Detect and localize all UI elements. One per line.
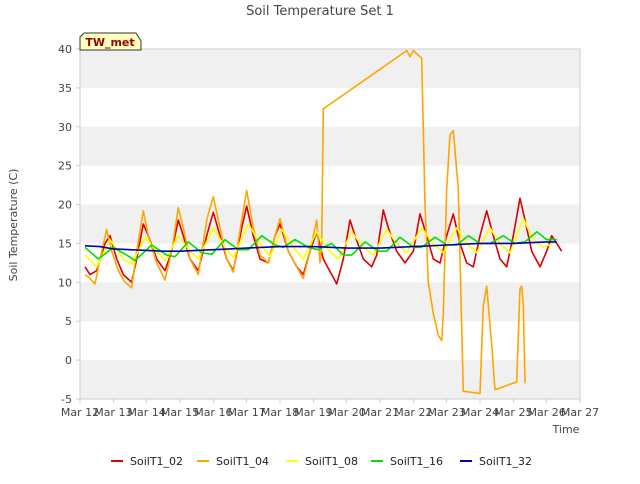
x-tick-label: Mar 24 xyxy=(461,406,499,419)
x-tick-label: Mar 26 xyxy=(528,406,566,419)
x-tick-label: Mar 27 xyxy=(561,406,599,419)
y-tick-label: 25 xyxy=(58,160,72,173)
y-tick-label: 35 xyxy=(58,82,72,95)
legend-label-soilt1-08: SoilT1_08 xyxy=(305,455,358,468)
axes xyxy=(79,48,581,400)
x-tick-label: Mar 22 xyxy=(394,406,432,419)
y-axis-label: Soil Temperature (C) xyxy=(7,169,20,282)
legend-label-soilt1-02: SoilT1_02 xyxy=(130,455,183,468)
x-tick-label: Mar 18 xyxy=(261,406,299,419)
background-band xyxy=(80,282,580,322)
y-axis-ticks: -5 0 5 10 15 20 25 30 35 40 xyxy=(58,43,80,406)
x-axis-label: Time xyxy=(552,423,580,436)
badge-box xyxy=(79,32,142,51)
site-badge: TW_met xyxy=(79,32,142,51)
badge-label: TW_met xyxy=(85,36,134,49)
series-line-soilt1-04 xyxy=(84,49,526,395)
y-tick-label: 30 xyxy=(58,121,72,134)
x-tick-label: Mar 13 xyxy=(94,406,132,419)
y-tick-label: 10 xyxy=(58,276,72,289)
x-tick-label: Mar 16 xyxy=(194,406,232,419)
y-tick-label: 40 xyxy=(58,43,72,56)
background-band xyxy=(80,49,580,88)
series-line-soilt1-02 xyxy=(84,197,563,285)
background-bands xyxy=(80,49,580,399)
x-tick-label: Mar 12 xyxy=(61,406,99,419)
legend-label-soilt1-16: SoilT1_16 xyxy=(390,455,443,468)
x-tick-label: Mar 15 xyxy=(161,406,199,419)
y-tick-label: 0 xyxy=(65,354,72,367)
x-tick-label: Mar 17 xyxy=(228,406,266,419)
series-line-soilt1-08 xyxy=(84,217,554,268)
background-band xyxy=(80,360,580,399)
legend-label-soilt1-04: SoilT1_04 xyxy=(216,455,269,468)
y-tick-label: 5 xyxy=(65,315,72,328)
x-tick-label: Mar 25 xyxy=(494,406,532,419)
y-tick-label: -5 xyxy=(61,393,72,406)
x-tick-label: Mar 21 xyxy=(361,406,399,419)
y-tick-label: 20 xyxy=(58,199,72,212)
x-tick-label: Mar 19 xyxy=(294,406,332,419)
x-tick-label: Mar 23 xyxy=(428,406,466,419)
y-tick-label: 15 xyxy=(58,237,72,250)
legend-label-soilt1-32: SoilT1_32 xyxy=(479,455,532,468)
plot-frame xyxy=(79,48,581,400)
chart-title: Soil Temperature Set 1 xyxy=(246,4,394,19)
series-line-soilt1-32 xyxy=(84,241,557,252)
series-lines xyxy=(84,49,563,395)
x-tick-label: Mar 20 xyxy=(328,406,366,419)
x-tick-label: Mar 14 xyxy=(128,406,166,419)
background-band xyxy=(80,126,580,166)
legend: SoilT1_02 SoilT1_04 SoilT1_08 SoilT1_16 Soil… xyxy=(111,455,532,468)
